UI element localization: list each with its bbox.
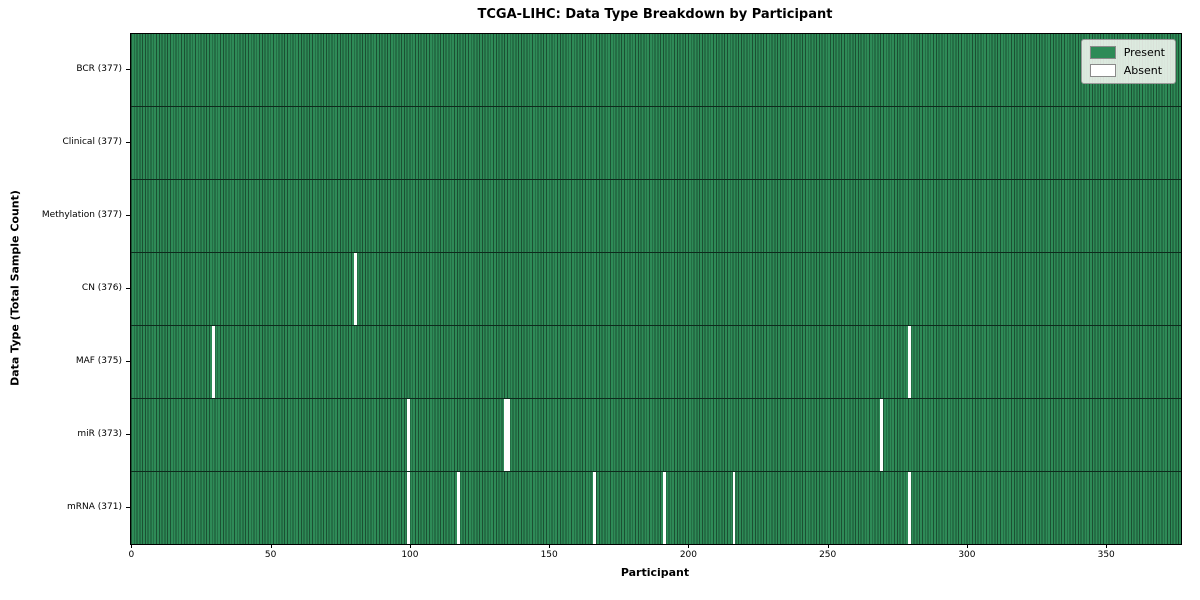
x-axis-label: Participant [620,566,690,579]
y-axis: BCR (377) Clinical (377) Methylation (377)… [0,33,130,543]
ytick-mark [126,506,130,508]
heatmap-row-methylation [131,179,1181,252]
x-axis: 0 50 100 150 200 250 300 350 [128,544,1180,566]
ytick-label-clinical: Clinical (377) [62,137,122,148]
absent-mark [880,399,883,471]
xtick-mark [966,544,968,548]
heatmap-row-maf [131,325,1181,398]
present-swatch [1089,46,1116,59]
heatmap-row-mir [131,398,1181,471]
ytick-label-cn: CN (376) [81,283,122,293]
legend-item-absent: Absent [1089,64,1165,77]
xtick-mark [1106,544,1108,548]
xtick-label-150: 150 [540,550,558,560]
chart-title: TCGA-LIHC: Data Type Breakdown by Partic… [477,7,833,22]
ytick-mark [126,69,130,71]
absent-mark [908,472,911,544]
absent-mark [506,399,510,471]
xtick-label-200: 200 [679,550,697,560]
absent-mark [353,253,357,325]
absent-mark [593,472,597,544]
heatmap-row-cn [131,252,1181,325]
plot-area: Present Absent [130,33,1182,545]
legend-label-present: Present [1123,46,1165,59]
ytick-label-maf: MAF (375) [75,355,122,366]
ytick-mark [126,142,130,144]
ytick-label-mir: miR (373) [77,428,122,439]
xtick-mark [827,544,829,548]
heatmap-row-clinical [131,106,1181,179]
ytick-mark [126,360,130,362]
absent-mark [662,472,666,544]
absent-mark [908,326,911,398]
xtick-label-350: 350 [1097,550,1115,560]
xtick-mark [688,544,690,548]
xtick-label-0: 0 [128,550,135,560]
absent-mark [211,326,215,398]
xtick-label-250: 250 [819,550,837,560]
heatmap-row-bcr [131,34,1181,106]
absent-mark [406,472,410,544]
ytick-label-methylation: Methylation (377) [41,210,122,221]
ytick-mark [126,288,130,289]
xtick-mark [270,544,272,548]
ytick-mark [126,215,130,217]
ytick-mark [126,433,130,435]
xtick-label-300: 300 [958,550,976,560]
absent-mark [504,399,507,471]
heatmap-row-mrna [131,471,1181,544]
absent-mark [406,399,410,471]
absent-swatch [1089,64,1116,77]
legend-label-absent: Absent [1123,64,1163,77]
legend-item-present: Present [1089,46,1165,59]
xtick-label-100: 100 [401,550,419,560]
legend: Present Absent [1080,39,1176,84]
xtick-mark [131,544,133,548]
xtick-label-50: 50 [264,550,277,560]
ytick-label-mrna: mRNA (371) [67,501,122,512]
absent-mark [732,472,736,544]
absent-mark [456,472,460,544]
xtick-mark [549,544,551,548]
xtick-mark [409,544,411,548]
ytick-label-bcr: BCR (377) [76,64,122,75]
